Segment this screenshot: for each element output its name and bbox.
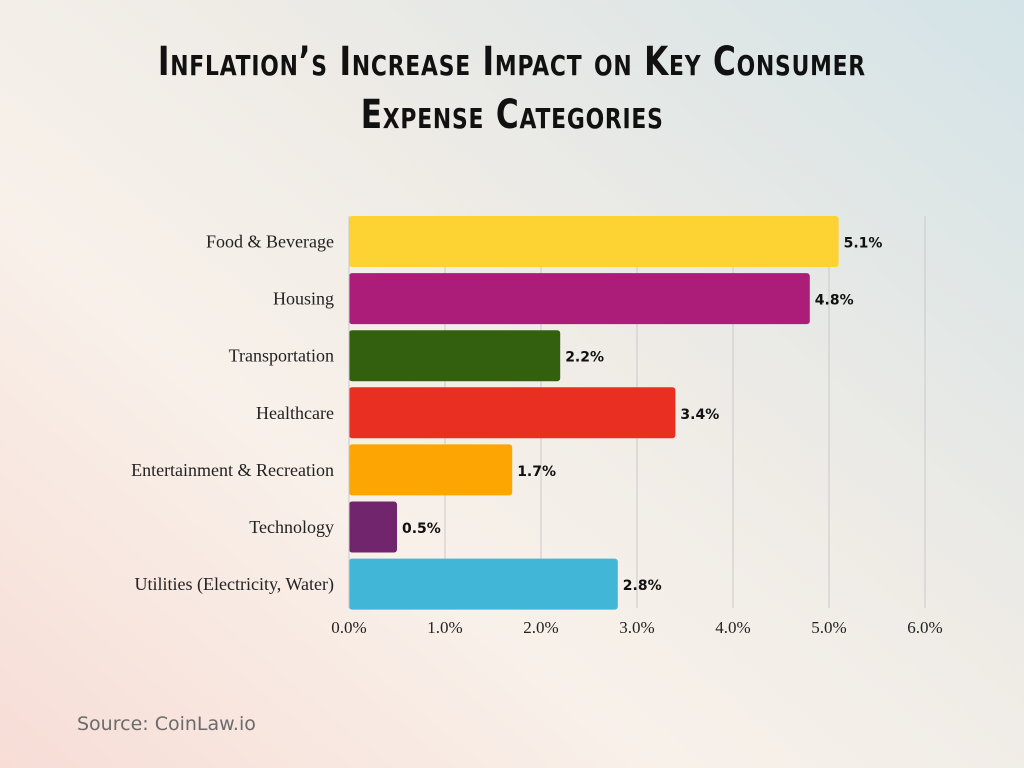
x-tick-label: 0.0% [331,618,366,637]
category-label: Housing [273,289,334,309]
category-label: Entertainment & Recreation [131,460,334,480]
bar [349,501,397,553]
x-tick-label: 3.0% [619,618,654,637]
category-label: Healthcare [256,403,334,423]
data-label: 0.5% [402,521,441,537]
x-tick-label: 6.0% [907,618,942,637]
data-label: 4.8% [815,293,854,309]
x-tick-label: 1.0% [427,618,462,637]
data-label: 2.8% [623,578,662,594]
category-label: Utilities (Electricity, Water) [135,574,334,595]
bar [349,273,810,325]
bar [349,387,676,439]
bar [349,558,618,610]
data-label: 5.1% [844,236,883,252]
x-tick-label: 4.0% [715,618,750,637]
data-label: 1.7% [517,464,556,480]
title-line-1: Inflation’s Increase Impact on Key Consu… [157,39,867,85]
data-label: 2.2% [565,350,604,366]
category-label: Food & Beverage [206,232,334,252]
category-label: Transportation [229,346,334,366]
source-note: Source: CoinLaw.io [77,713,256,735]
title-line-2: Expense Categories [360,92,664,138]
x-tick-label: 2.0% [523,618,558,637]
x-tick-label: 5.0% [811,618,846,637]
bar [349,330,561,382]
bar [349,444,513,496]
category-label: Technology [249,517,334,537]
bar [349,216,839,267]
data-label: 3.4% [680,407,719,423]
chart-title: Inflation’s Increase Impact on Key Consu… [0,36,1024,142]
